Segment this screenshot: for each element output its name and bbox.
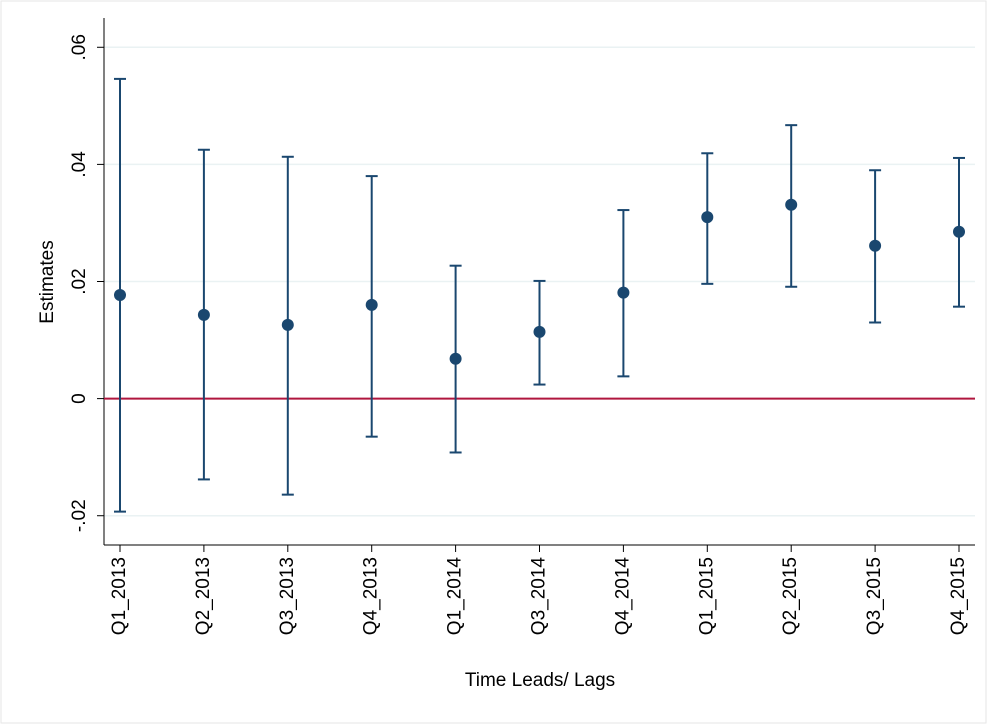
y-tick-label: .04 — [69, 151, 90, 178]
x-tick-label: Q1_2015 — [696, 557, 717, 635]
x-axis-title: Time Leads/ Lags — [465, 670, 615, 691]
x-tick-label: Q2_2013 — [193, 557, 214, 635]
x-tick-label: Q4_2014 — [612, 557, 633, 636]
x-tick-label: Q1_2014 — [445, 557, 466, 636]
point — [869, 239, 882, 252]
point — [533, 325, 546, 338]
point — [197, 308, 210, 321]
x-tick-label: Q3_2015 — [864, 557, 885, 635]
point — [953, 225, 965, 238]
y-tick-label: .06 — [69, 34, 90, 60]
point — [365, 298, 378, 311]
point — [617, 286, 630, 299]
point — [785, 198, 798, 211]
y-tick-label: 0 — [69, 393, 90, 404]
y-tick-label: -.02 — [69, 499, 90, 532]
point — [114, 288, 126, 301]
x-tick-label: Q4_2015 — [948, 557, 969, 635]
point — [281, 318, 294, 331]
x-tick-label: Q4_2013 — [361, 557, 382, 635]
x-tick-label: Q3_2014 — [529, 557, 550, 636]
point — [449, 352, 462, 365]
y-tick-label: .02 — [69, 268, 90, 294]
x-tick-label: Q1_2013 — [109, 557, 130, 635]
point — [701, 211, 714, 224]
y-axis-title: Estimates — [37, 240, 58, 323]
x-tick-label: Q2_2015 — [780, 557, 801, 635]
x-tick-label: Q3_2013 — [277, 557, 298, 635]
